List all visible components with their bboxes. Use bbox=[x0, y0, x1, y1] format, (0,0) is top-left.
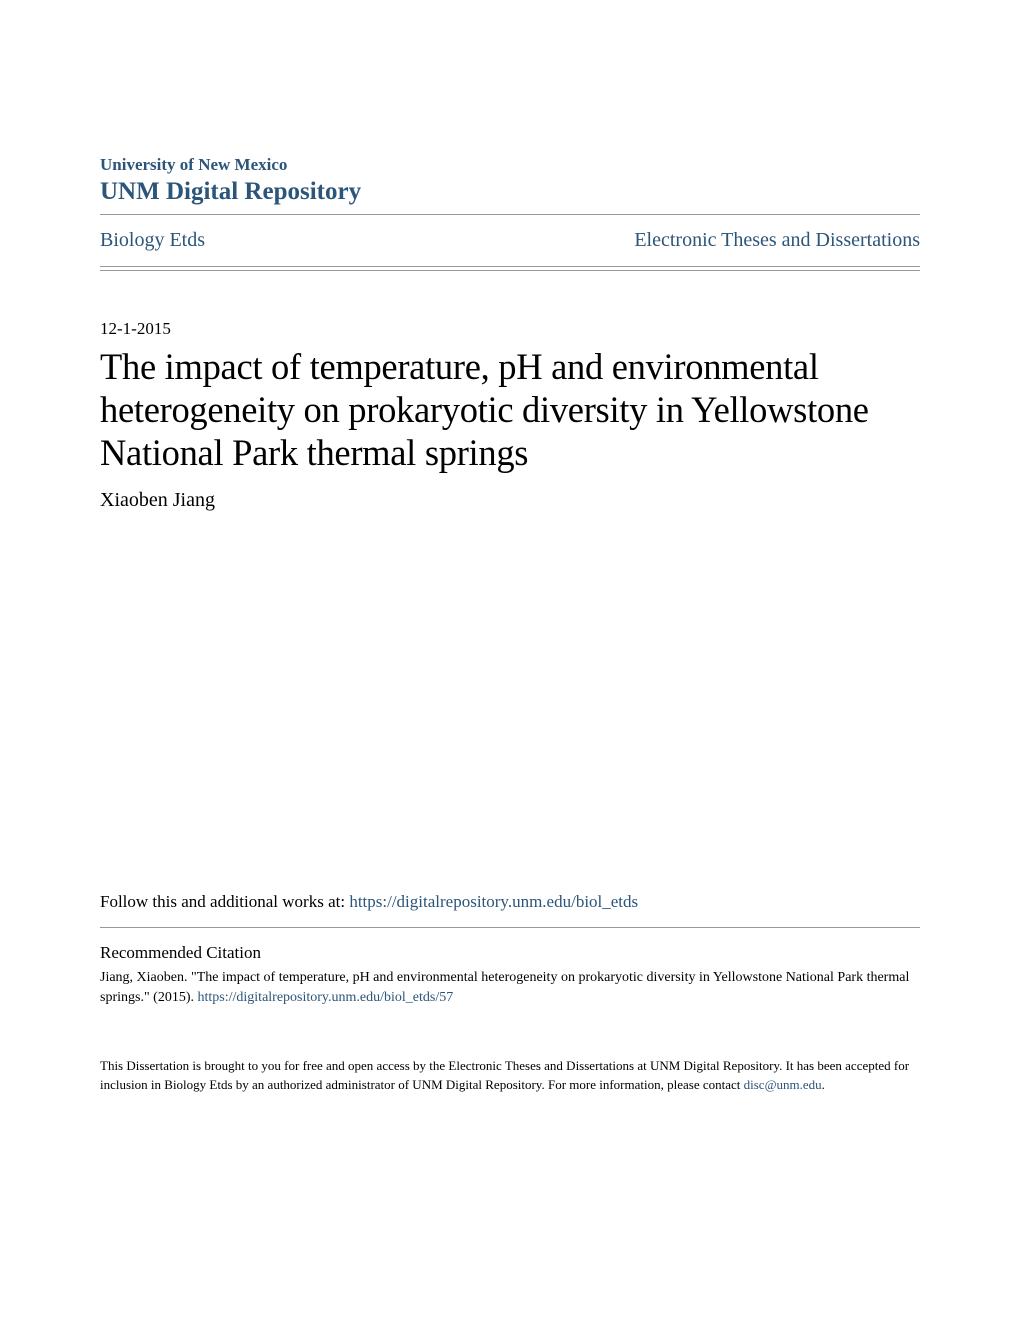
repository-name: UNM Digital Repository bbox=[100, 178, 920, 206]
citation-link[interactable]: https://digitalrepository.unm.edu/biol_e… bbox=[198, 990, 454, 1005]
document-author: Xiaoben Jiang bbox=[100, 489, 920, 512]
footer-email-link[interactable]: disc@unm.edu bbox=[744, 1077, 822, 1092]
footer-period: . bbox=[822, 1077, 825, 1092]
follow-label: Follow this and additional works at: bbox=[100, 892, 349, 911]
nav-link-left[interactable]: Biology Etds bbox=[100, 229, 205, 252]
document-date: 12-1-2015 bbox=[100, 319, 920, 339]
citation-heading: Recommended Citation bbox=[100, 943, 920, 963]
nav-row: Biology Etds Electronic Theses and Disse… bbox=[100, 214, 920, 267]
header-section: University of New Mexico UNM Digital Rep… bbox=[100, 155, 920, 271]
institution-name: University of New Mexico bbox=[100, 155, 920, 175]
follow-link[interactable]: https://digitalrepository.unm.edu/biol_e… bbox=[349, 892, 638, 911]
citation-text: Jiang, Xiaoben. "The impact of temperatu… bbox=[100, 968, 920, 1007]
footer-text: This Dissertation is brought to you for … bbox=[100, 1057, 920, 1095]
nav-link-right[interactable]: Electronic Theses and Dissertations bbox=[634, 229, 920, 252]
document-title: The impact of temperature, pH and enviro… bbox=[100, 345, 920, 474]
follow-section: Follow this and additional works at: htt… bbox=[100, 892, 920, 928]
